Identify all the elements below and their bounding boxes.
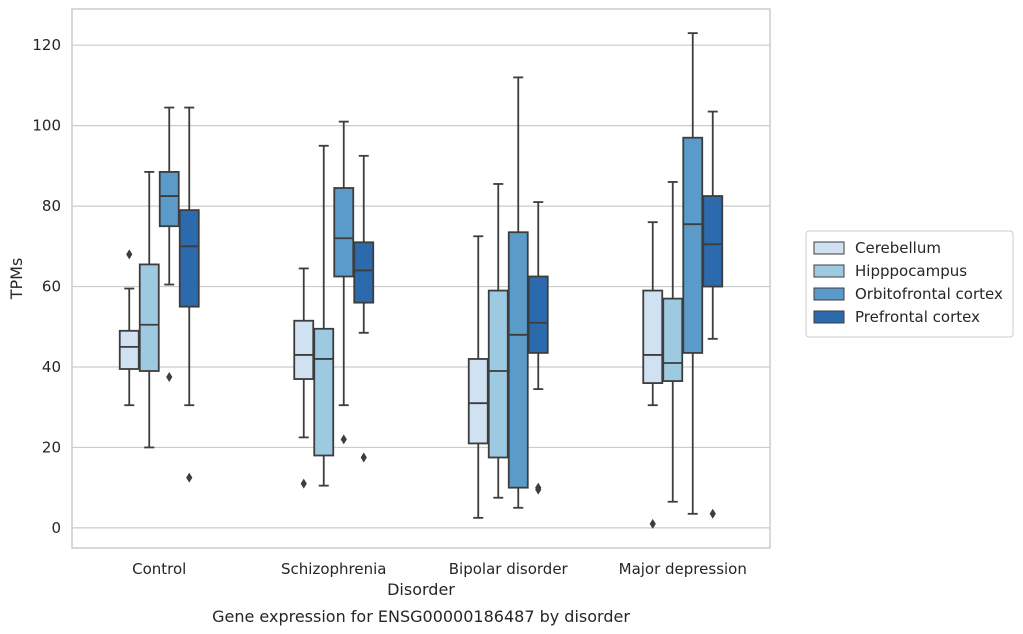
x-tick-label: Control — [132, 560, 186, 578]
plot-area-frame — [71, 8, 771, 549]
outlier-point — [709, 508, 716, 519]
box-iqr — [682, 136, 704, 354]
box-cerebellum — [642, 221, 664, 529]
box-prefrontal-cortex — [178, 106, 200, 483]
legend-label: Orbitofrontal cortex — [855, 285, 1003, 303]
box-iqr — [702, 195, 724, 288]
box-cerebellum — [118, 249, 140, 407]
outlier-point — [649, 518, 656, 529]
box-iqr — [507, 231, 529, 489]
legend-swatch — [813, 287, 845, 301]
y-tick-label: 0 — [51, 519, 61, 537]
legend-label: Cerebellum — [855, 239, 941, 257]
box-orbitofrontal-cortex — [333, 120, 355, 445]
box-cerebellum — [467, 235, 489, 519]
box-iqr — [642, 289, 664, 384]
box-orbitofrontal-cortex — [682, 32, 704, 515]
outlier-point — [166, 372, 173, 383]
box-iqr — [313, 327, 335, 457]
box-groups — [118, 32, 724, 529]
legend-label: Prefrontal cortex — [855, 308, 980, 326]
outlier-point — [126, 249, 133, 260]
box-hipppocampus — [313, 144, 335, 487]
y-tick-label: 100 — [32, 117, 61, 135]
outlier-point — [186, 472, 193, 483]
box-prefrontal-cortex — [527, 201, 549, 495]
legend-swatch — [813, 310, 845, 324]
box-orbitofrontal-cortex — [158, 106, 180, 383]
box-hipppocampus — [487, 183, 509, 499]
y-tick-label: 120 — [32, 36, 61, 54]
box-iqr — [158, 171, 180, 228]
x-tick-label: Bipolar disorder — [449, 560, 569, 578]
y-tick-label: 20 — [42, 438, 61, 456]
y-axis-label: TPMs — [7, 258, 26, 301]
x-tick-label: Major depression — [619, 560, 747, 578]
box-iqr — [353, 241, 375, 304]
box-iqr — [333, 187, 355, 278]
outlier-point — [360, 452, 367, 463]
legend-swatch — [813, 241, 845, 255]
box-prefrontal-cortex — [702, 110, 724, 519]
box-iqr — [467, 358, 489, 445]
box-iqr — [178, 209, 200, 308]
box-iqr — [118, 329, 140, 370]
x-axis-label: Disorder — [387, 580, 455, 599]
box-iqr — [293, 319, 315, 380]
x-tick-label: Schizophrenia — [281, 560, 386, 578]
outlier-point — [300, 478, 307, 489]
legend-label: Hipppocampus — [855, 262, 967, 280]
box-iqr — [138, 263, 160, 372]
y-tick-label: 60 — [42, 278, 61, 296]
box-orbitofrontal-cortex — [507, 76, 529, 509]
box-cerebellum — [293, 267, 315, 489]
legend: Cerebellum Hipppocampus Orbitofrontal cort… — [805, 230, 1014, 338]
outlier-point — [340, 434, 347, 445]
box-hipppocampus — [138, 171, 160, 449]
legend-swatch — [813, 264, 845, 278]
y-tick-labels: 0 20 40 60 80 100 120 — [32, 36, 61, 537]
box-iqr — [487, 289, 509, 459]
box-iqr — [527, 275, 549, 354]
outlier-point — [535, 482, 542, 493]
y-tick-label: 40 — [42, 358, 61, 376]
y-tick-label: 80 — [42, 197, 61, 215]
box-hipppocampus — [662, 181, 684, 503]
x-tick-labels: Control Schizophrenia Bipolar disorder Majo… — [132, 560, 747, 578]
legend-frame — [805, 230, 1014, 338]
box-prefrontal-cortex — [353, 154, 375, 463]
box-iqr — [662, 297, 684, 382]
chart-caption: Gene expression for ENSG00000186487 by d… — [212, 607, 630, 626]
